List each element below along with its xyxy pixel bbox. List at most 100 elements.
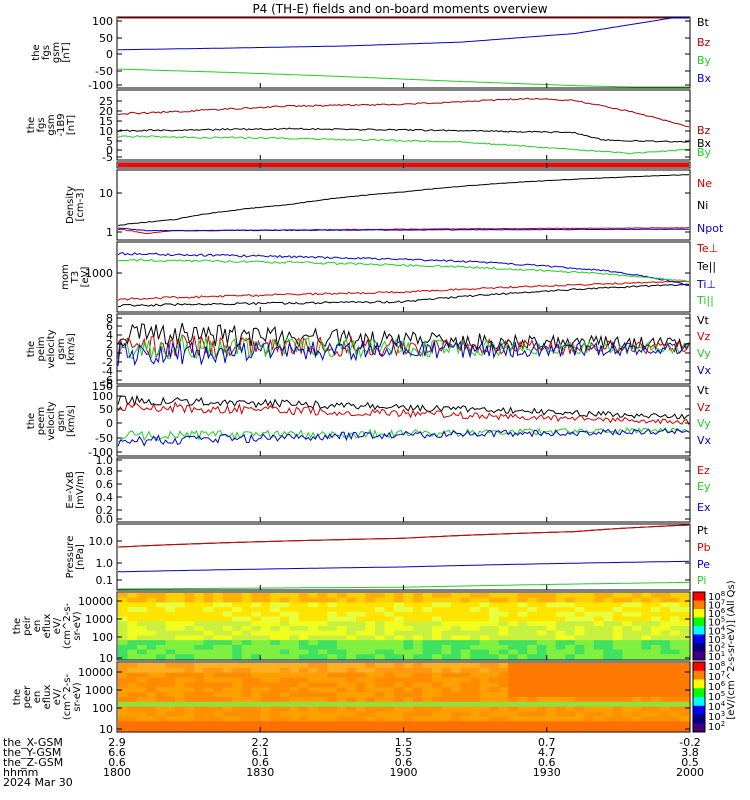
spectrogram-cell <box>517 607 528 613</box>
spectrogram-cell <box>289 640 300 646</box>
spectrogram-cell <box>517 640 528 646</box>
spectrogram-cell <box>489 692 500 698</box>
spectrogram-cell <box>612 706 623 713</box>
y-tick-label: 15 <box>99 115 113 128</box>
spectrogram-cell <box>612 621 623 627</box>
spectrogram-cell <box>118 672 129 679</box>
spectrogram-cell <box>374 602 386 608</box>
spectrogram-cell <box>555 654 566 660</box>
spectrogram-cell <box>546 677 557 684</box>
legend-vy: Vy <box>697 417 711 430</box>
spectrogram-cell <box>517 593 528 599</box>
spectrogram-cell <box>289 663 300 669</box>
spectrogram-cell <box>622 726 633 732</box>
spectrogram-cell <box>527 716 538 722</box>
spectrogram-cell <box>517 644 528 651</box>
spectrogram-cell <box>251 649 262 655</box>
spectrogram-cell <box>222 672 233 679</box>
spectrogram-cell <box>308 716 319 722</box>
spectrogram-cell <box>175 654 186 660</box>
spectrogram-cell <box>222 593 233 599</box>
spectrogram-cell <box>393 667 405 674</box>
spectrogram-cell <box>565 593 576 599</box>
spectrogram-cell <box>175 701 186 708</box>
y-axis-label: gsm <box>51 42 62 63</box>
spectrogram-cell <box>584 726 595 732</box>
colorbar-tick-label: 102 <box>708 720 725 733</box>
xaxis-value: 2000 <box>676 766 704 779</box>
spectrogram-cell <box>251 721 262 727</box>
spectrogram-cell <box>137 672 148 679</box>
spectrogram-cell <box>365 663 376 669</box>
spectrogram-cell <box>546 654 557 660</box>
spectrogram-cell <box>137 593 148 599</box>
spectrogram-cell <box>441 667 452 674</box>
spectrogram-cell <box>679 663 690 669</box>
spectrogram-cell <box>298 649 309 655</box>
spectrogram-cell <box>118 663 129 669</box>
spectrogram-cell <box>631 635 643 641</box>
spectrogram-cell <box>584 667 595 674</box>
spectrogram-cell <box>213 635 224 641</box>
spectrogram-cell <box>279 692 290 698</box>
spectrogram-cell <box>260 721 271 727</box>
spectrogram-cell <box>498 635 509 641</box>
spectrogram-cell <box>346 611 357 618</box>
series-line-pb <box>117 524 690 548</box>
spectrogram-cell <box>622 711 633 718</box>
y-tick-label: 1 <box>106 226 113 239</box>
spectrogram-cell <box>165 672 176 679</box>
spectrogram-cell <box>565 667 576 674</box>
spectrogram-cell <box>660 663 671 669</box>
spectrogram-cell <box>470 621 481 627</box>
y-tick-label: 1000 <box>85 684 113 697</box>
spectrogram-cell <box>584 640 595 646</box>
spectrogram-cell <box>650 635 662 641</box>
spectrogram-cell <box>213 721 224 727</box>
spectrogram-cell <box>118 640 129 646</box>
spectrogram-cell <box>327 621 338 627</box>
legend-bt: Bt <box>697 16 710 29</box>
spectrogram-cell <box>565 716 576 722</box>
spectrogram-cell <box>574 697 585 703</box>
spectrogram-cell <box>546 616 557 622</box>
spectrogram-cell <box>441 692 452 698</box>
spectrogram-cell <box>498 721 509 727</box>
spectrogram-cell <box>165 630 176 637</box>
spectrogram-cell <box>679 635 690 641</box>
spectrogram-cell <box>555 621 566 627</box>
xaxis-value: 4.7 <box>538 746 556 759</box>
spectrogram-cell <box>232 687 243 693</box>
spectrogram-cell <box>574 630 585 637</box>
spectrogram-cell <box>470 607 481 613</box>
spectrogram-cell <box>489 630 500 637</box>
spectrogram-cell <box>308 663 319 669</box>
spectrogram-cell <box>289 721 300 727</box>
y-tick-label: 0 <box>106 48 113 61</box>
spectrogram-cell <box>327 626 338 632</box>
spectrogram-cell <box>432 667 443 674</box>
spectrogram-cell <box>622 716 633 722</box>
spectrogram-cell <box>650 644 662 651</box>
spectrogram-cell <box>489 649 500 655</box>
xaxis-row-label: the_Y-GSM <box>3 746 61 759</box>
spectrogram-cell <box>470 687 481 693</box>
spectrogram-cell <box>555 677 566 684</box>
spectrogram-cell <box>270 672 281 679</box>
spectrogram-cell <box>251 726 262 732</box>
y-axis-label: Pressure <box>65 536 76 579</box>
spectrogram-cell <box>260 701 271 708</box>
spectrogram-cell <box>384 706 395 713</box>
spectrogram-cell <box>612 716 623 722</box>
spectrogram-cell <box>641 716 652 722</box>
spectrogram-cell <box>184 630 195 637</box>
spectrogram-cell <box>422 682 433 688</box>
spectrogram-cell <box>669 602 681 608</box>
spectrogram-cell <box>441 697 452 703</box>
xaxis-value: 6.1 <box>252 746 270 759</box>
spectrogram-cell <box>384 635 395 641</box>
spectrogram-cell <box>593 654 604 660</box>
spectrogram-cell <box>422 716 433 722</box>
spectrogram-cell <box>241 701 252 708</box>
y-tick-label: 10 <box>99 652 113 665</box>
